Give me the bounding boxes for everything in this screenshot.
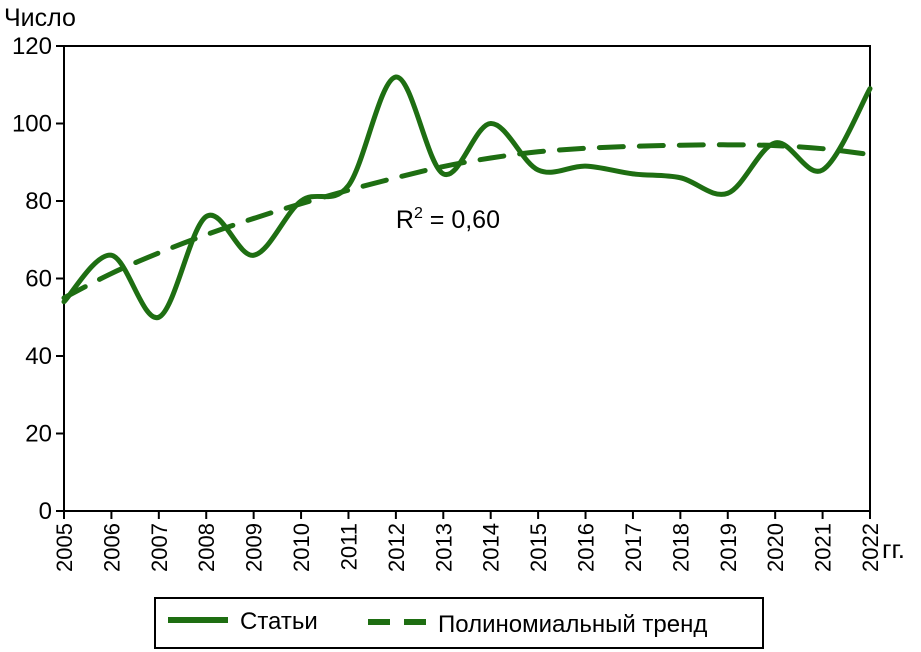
y-tick-label: 80: [25, 188, 52, 215]
x-tick-label: 2018: [668, 523, 693, 572]
x-tick-label: 2020: [763, 523, 788, 572]
r-squared-annotation: R2 = 0,60: [396, 205, 500, 234]
legend-label-articles: Статьи: [240, 608, 318, 635]
y-tick-label: 60: [25, 266, 52, 293]
x-tick-label: 2017: [621, 523, 646, 572]
x-tick-label: 2007: [147, 523, 172, 572]
plot-area: [63, 45, 871, 512]
legend: Статьи Полиномиальный тренд: [154, 597, 764, 649]
y-tick-label: 100: [12, 111, 52, 138]
x-tick-label: 2019: [716, 523, 741, 572]
x-tick-label: 2014: [479, 523, 504, 572]
y-axis-label: Число: [4, 4, 76, 32]
y-tick-label: 120: [12, 33, 52, 60]
legend-label-trend: Полиномиальный тренд: [438, 611, 707, 638]
x-tick-label: 2016: [574, 523, 599, 572]
x-tick-label: 2005: [52, 523, 77, 572]
annotation-base: R: [396, 206, 414, 234]
x-tick-label: 2012: [384, 523, 409, 572]
x-tick-label: 2011: [336, 523, 361, 570]
annotation-superscript: 2: [414, 205, 423, 222]
x-tick-label: 2006: [99, 523, 124, 572]
annotation-rest: = 0,60: [423, 206, 500, 234]
x-tick-label: 2008: [194, 523, 219, 572]
legend-box: [154, 597, 764, 649]
x-tick-label: 2013: [431, 523, 456, 572]
x-axis-unit: гг.: [882, 534, 905, 564]
series-line-articles: [61, 74, 873, 320]
y-tick-label: 20: [25, 421, 52, 448]
x-tick-label: 2010: [289, 523, 314, 572]
x-tick-label: 2022: [858, 523, 883, 572]
y-tick-label: 0: [39, 498, 52, 525]
x-tick-label: 2009: [242, 523, 267, 572]
x-tick-label: 2015: [526, 523, 551, 572]
series-line-trend: [61, 142, 873, 301]
x-tick-label: 2021: [811, 523, 836, 572]
y-tick-label: 40: [25, 343, 52, 370]
